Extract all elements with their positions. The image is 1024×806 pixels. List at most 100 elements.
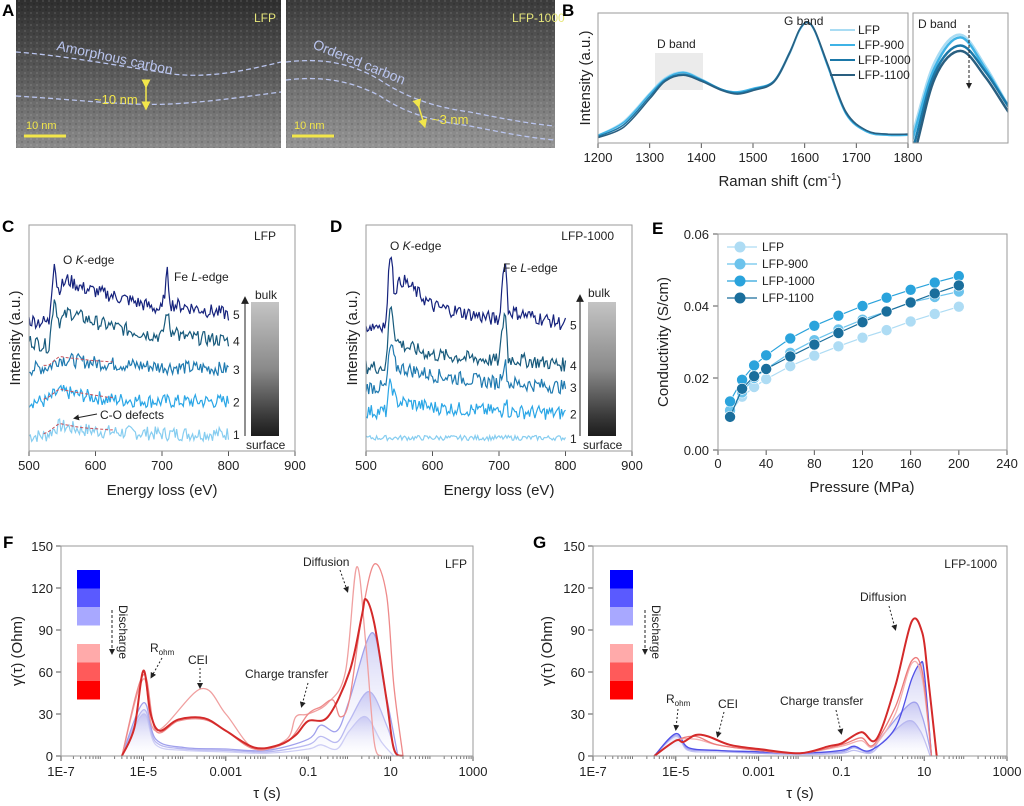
scale-bar-label: 10 nm	[294, 120, 325, 132]
spectrum-index-label: 2	[570, 408, 577, 422]
x-tick-label: 0.001	[742, 764, 775, 779]
x-tick-label: 700	[488, 458, 510, 473]
data-point	[760, 373, 772, 385]
y-axis-label: γ(τ) (Ohm)	[9, 616, 26, 686]
series-line	[120, 598, 404, 757]
legend-label: LFP-1100	[762, 291, 814, 305]
data-point	[784, 360, 797, 372]
carbon-boundary-outer	[15, 51, 282, 76]
thickness-label: ~10 nm	[94, 92, 138, 107]
x-axis-label: τ (s)	[786, 785, 814, 802]
inset-series-line	[913, 36, 1008, 143]
series-line	[653, 660, 933, 757]
inset-label: D band	[918, 17, 957, 31]
o-edge-label: O K-edge	[390, 239, 442, 253]
data-point	[832, 340, 845, 353]
defects-arrow	[73, 413, 98, 421]
eels-spectrum-line	[365, 305, 567, 375]
x-tick-label: 800	[218, 458, 240, 473]
spectrum-index-label: 5	[570, 318, 577, 332]
x-tick-label: 10	[383, 764, 397, 779]
x-tick-label: 120	[852, 456, 874, 471]
legend-label: LFP-1000	[858, 53, 911, 67]
data-point	[904, 283, 917, 296]
data-point	[748, 370, 760, 383]
r-ohm-label: Rohm	[666, 692, 691, 708]
data-point	[856, 300, 869, 312]
y-tick-label: 90	[571, 623, 585, 638]
defect-fit-line	[43, 388, 113, 400]
panel-label: C	[2, 217, 14, 236]
raman-d-band-inset	[913, 33, 1008, 143]
sample-label: LFP-1000	[944, 557, 997, 571]
x-tick-label: 600	[422, 458, 444, 473]
fe-edge-label: Fe L-edge	[174, 270, 229, 284]
sample-label: LFP	[445, 557, 467, 571]
legend-label: LFP-900	[762, 257, 808, 271]
inset-series-line	[913, 33, 1008, 137]
x-tick-label: 1400	[687, 150, 716, 165]
data-point	[724, 395, 736, 408]
r-ohm-arrow	[673, 708, 680, 731]
x-tick-label: 700	[151, 458, 173, 473]
eels-plot-area: 1 2 3 4 5 500 600 700 800 900	[18, 263, 306, 473]
x-tick-label: 1E-7	[579, 764, 606, 779]
panel-label: D	[330, 217, 342, 236]
x-tick-label: 200	[948, 456, 970, 471]
x-tick-label: 1800	[894, 150, 923, 165]
data-point	[904, 296, 917, 309]
y-axis-label: γ(τ) (Ohm)	[539, 616, 556, 686]
series-area	[654, 661, 932, 756]
panel-label: A	[2, 1, 14, 20]
x-tick-label: 1200	[584, 150, 613, 165]
x-tick-label: 160	[900, 456, 922, 471]
y-tick-label: 0.00	[684, 443, 709, 458]
spectrum-index-label: 1	[233, 428, 240, 442]
legend-color-block	[610, 662, 633, 681]
panel-label: G	[533, 533, 546, 552]
d-band-label: D band	[657, 37, 696, 51]
data-point	[832, 309, 845, 322]
legend-label: LFP	[858, 23, 880, 37]
legend-label: LFP	[762, 240, 784, 254]
data-point	[953, 300, 965, 313]
x-tick-label: 900	[284, 458, 306, 473]
y-axis-label: Intensity (a.u.)	[344, 290, 361, 385]
y-tick-label: 0.06	[684, 227, 709, 242]
data-point	[928, 276, 941, 289]
series-line	[653, 617, 938, 757]
panel-a: A LFP Amorphous carbon ~10 nm 10 nm LFP-…	[2, 0, 565, 148]
y-tick-label: 150	[563, 539, 585, 554]
cei-label: CEI	[188, 653, 208, 667]
data-point	[928, 287, 941, 300]
data-point	[808, 319, 821, 332]
data-point	[760, 349, 772, 362]
legend-color-block	[77, 588, 100, 607]
thickness-arrow	[412, 98, 428, 129]
y-tick-label: 120	[31, 581, 53, 596]
plot-frame	[597, 12, 909, 144]
eels-spectrum-line	[28, 263, 230, 330]
bulk-label: bulk	[255, 288, 278, 302]
y-tick-label: 90	[39, 623, 53, 638]
y-tick-label: 0.02	[684, 371, 709, 386]
series-line	[121, 632, 399, 757]
y-tick-label: 30	[571, 707, 585, 722]
sample-label: LFP-1000	[561, 229, 614, 243]
data-point	[904, 315, 917, 328]
data-point	[880, 324, 893, 336]
data-point	[808, 349, 821, 362]
sample-label: LFP-1000	[512, 11, 565, 25]
bulk-label: bulk	[588, 286, 611, 300]
data-point	[953, 279, 965, 292]
series-line	[121, 566, 383, 757]
x-tick-label: 1300	[635, 150, 664, 165]
carbon-boundary-inner	[15, 91, 282, 106]
eels-spectrum-line	[365, 378, 566, 421]
legend-color-block	[77, 607, 100, 626]
eels-spectrum-line	[28, 384, 230, 409]
legend: LFP LFP-900 LFP-1000 LFP-1100	[727, 240, 815, 305]
charge-transfer-label: Charge transfer	[245, 667, 328, 681]
defect-fit-line	[43, 423, 113, 435]
